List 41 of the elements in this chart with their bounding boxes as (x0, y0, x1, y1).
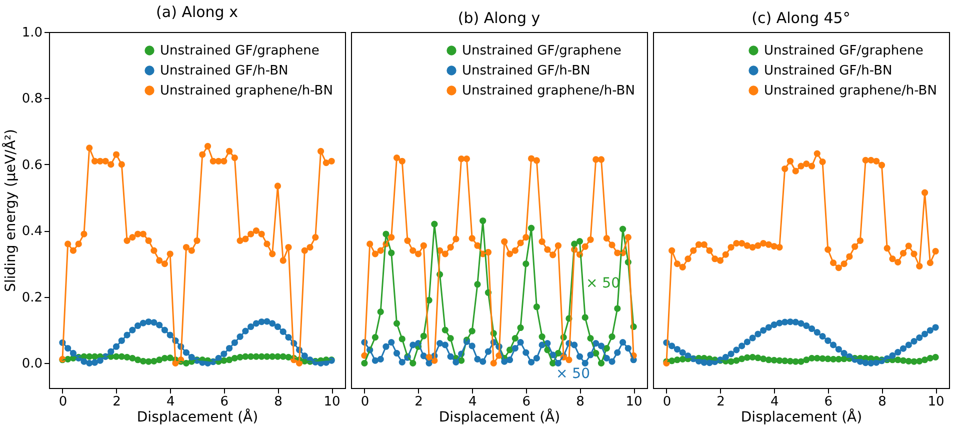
chart-title: (b) Along y (458, 9, 540, 27)
y-tick-label: 0.6 (22, 158, 42, 173)
y-tick-label: 0.8 (22, 92, 42, 107)
legend-label: Unstrained GF/h-BN (462, 64, 590, 78)
y-tick-label: 1.0 (22, 26, 42, 40)
x-tick-label: 8 (878, 394, 886, 410)
x-tick-label: 4 (770, 394, 779, 410)
legend-label: Unstrained graphene/h-BN (764, 84, 937, 98)
legend-label: Unstrained graphene/h-BN (462, 84, 635, 98)
x-tick-label: 8 (274, 394, 282, 410)
x-tick-label: 6 (824, 394, 833, 410)
legend-label: Unstrained graphene/h-BN (160, 84, 333, 98)
x-tick-label: 10 (928, 394, 944, 410)
x-tick-label: 6 (522, 394, 531, 410)
x-tick-label: 2 (414, 394, 423, 410)
x-tick-label: 4 (166, 394, 175, 410)
legend-label: Unstrained GF/graphene (462, 44, 622, 58)
chart-title: (c) Along 45° (752, 9, 850, 27)
x-tick-label: 4 (468, 394, 477, 410)
x-tick-label: 10 (626, 394, 642, 410)
chart-title: (a) Along x (156, 3, 238, 21)
annotation: × 50 (556, 366, 590, 382)
legend-label: Unstrained GF/graphene (764, 44, 924, 58)
legend-label: Unstrained GF/h-BN (160, 64, 288, 78)
y-tick-label: 0.2 (22, 290, 42, 306)
x-axis-title: Displacement (Å) (136, 408, 258, 426)
x-tick-label: 0 (662, 394, 672, 410)
y-axis-title: Sliding energy (μeV/Å²) (2, 129, 19, 292)
x-tick-label: 10 (324, 394, 340, 410)
x-tick-label: 6 (220, 394, 229, 410)
x-tick-label: 2 (112, 394, 121, 410)
x-axis-title: Displacement (Å) (740, 408, 862, 426)
legend-label: Unstrained GF/graphene (160, 44, 320, 58)
y-tick-label: 0.4 (22, 224, 42, 240)
x-tick-label: 2 (716, 394, 725, 410)
y-tick-label: 0.0 (22, 356, 42, 372)
x-tick-label: 0 (58, 394, 68, 410)
x-tick-label: 0 (360, 394, 370, 410)
x-axis-title: Displacement (Å) (438, 408, 560, 426)
legend-label: Unstrained GF/h-BN (764, 64, 892, 78)
x-tick-label: 8 (576, 394, 584, 410)
